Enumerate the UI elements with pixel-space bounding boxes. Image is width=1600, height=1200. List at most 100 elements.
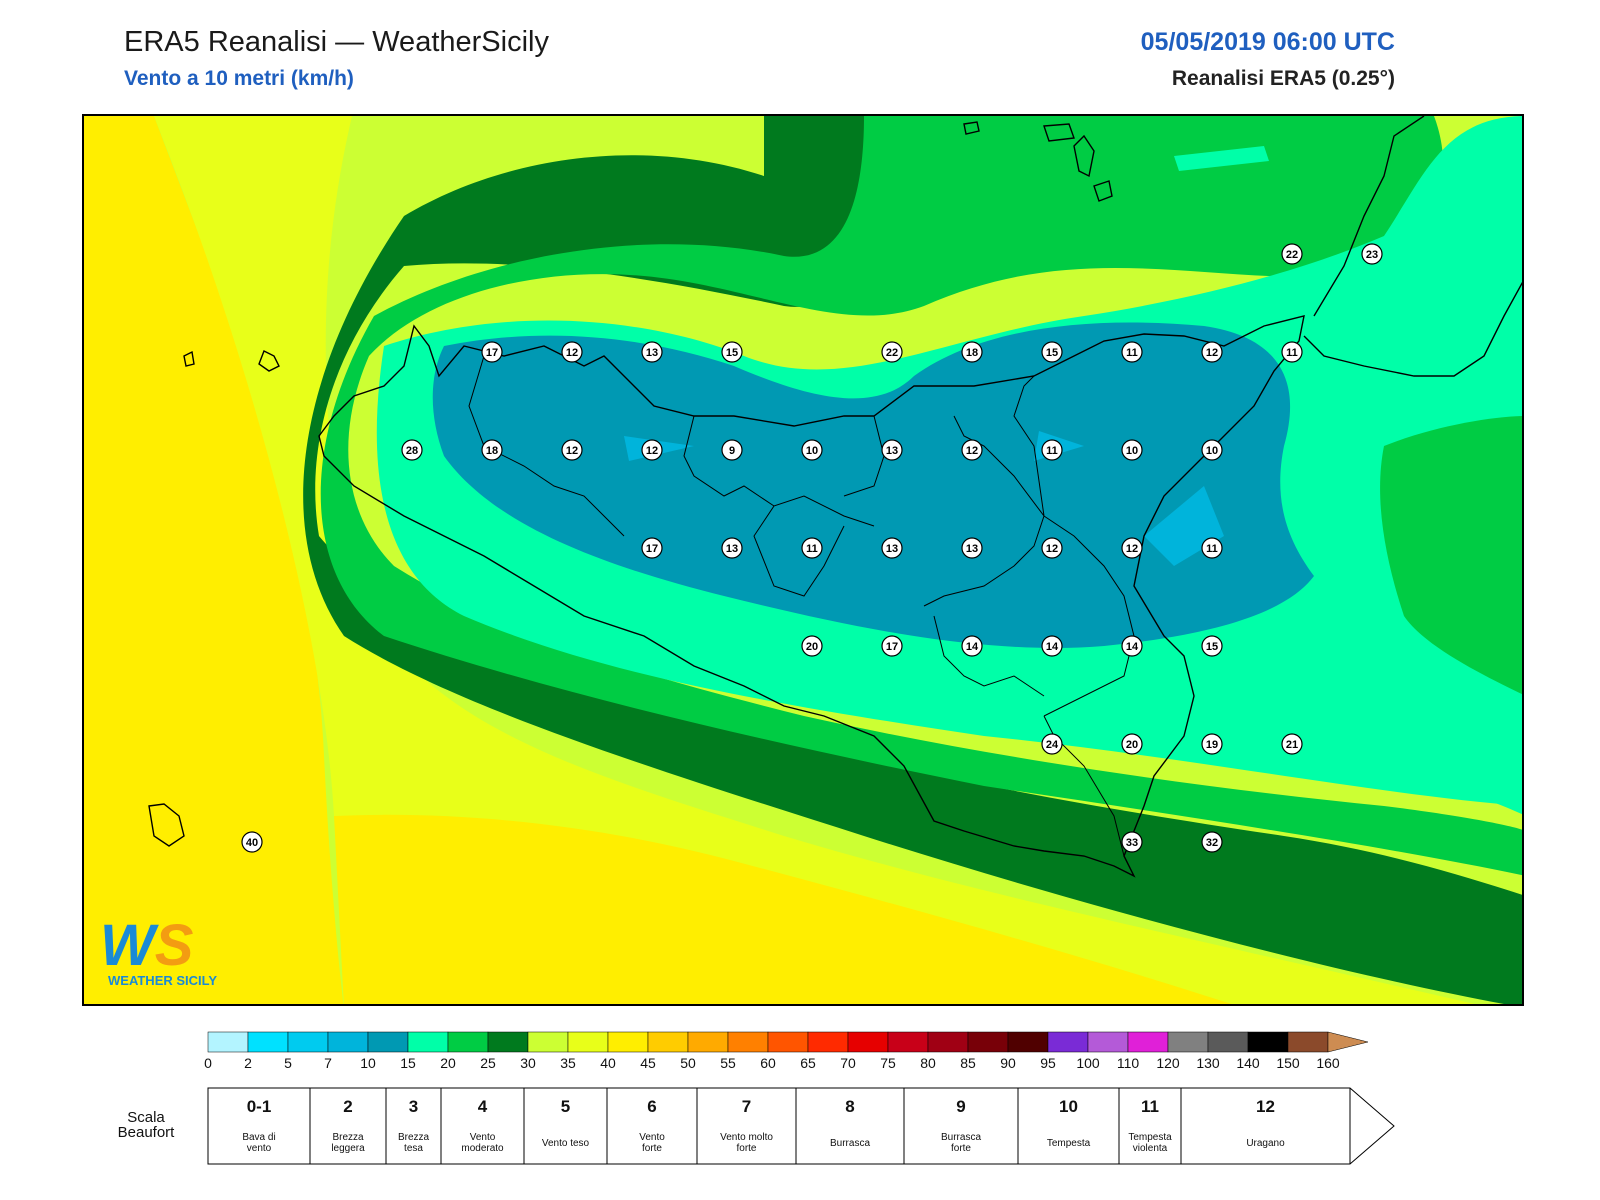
station-value: 14 [1041, 635, 1063, 657]
colorbar-tick-label: 100 [1076, 1055, 1100, 1070]
beaufort-description: Bava di [242, 1132, 275, 1143]
station-value-text: 10 [806, 445, 818, 457]
station-value-text: 12 [1206, 347, 1218, 359]
beaufort-number: 4 [478, 1097, 488, 1116]
station-marker [1121, 341, 1143, 363]
beaufort-number: 11 [1141, 1097, 1159, 1116]
colorbar-swatch [567, 1031, 609, 1053]
beaufort-number: 8 [845, 1097, 854, 1116]
station-value-text: 24 [1046, 739, 1059, 751]
beaufort-description: Brezza [398, 1132, 430, 1143]
station-marker [481, 439, 503, 461]
vulcano [1093, 180, 1113, 202]
station-marker [1121, 635, 1143, 657]
egadi-islands [258, 350, 280, 372]
station-marker [641, 341, 663, 363]
colorbar-tick-label: 160 [1316, 1055, 1340, 1070]
station-value-text: 17 [486, 347, 498, 359]
station-value-text: 13 [966, 543, 978, 555]
field-band-35-40 [154, 116, 1475, 1004]
station-value-text: 13 [886, 543, 898, 555]
station-value-text: 15 [726, 347, 738, 359]
beaufort-description: forte [642, 1143, 662, 1154]
colorbar-swatch [1287, 1031, 1329, 1053]
station-value-text: 12 [1126, 543, 1138, 555]
station-value: 20 [801, 635, 823, 657]
field-band-40-45-south [334, 812, 1241, 1004]
colorbar-tick-label: 140 [1236, 1055, 1260, 1070]
colorbar-tick-label: 15 [400, 1055, 416, 1070]
colorbar-swatch [527, 1031, 569, 1053]
colorbar-swatch [367, 1031, 409, 1053]
station-value-text: 9 [729, 445, 735, 457]
field-band-25-30 [303, 116, 1522, 1004]
colorbar-swatch [687, 1031, 729, 1053]
station-value: 13 [881, 439, 903, 461]
station-value: 12 [1121, 537, 1143, 559]
ustica [183, 350, 195, 367]
station-marker [1041, 537, 1063, 559]
station-marker [1281, 341, 1303, 363]
colorbar-swatch [1047, 1031, 1089, 1053]
beaufort-class: 8 Burrasca [795, 1087, 905, 1165]
colorbar-swatch [1127, 1031, 1169, 1053]
station-marker [961, 537, 983, 559]
beaufort-number: 10 [1059, 1097, 1078, 1116]
station-value-text: 13 [886, 445, 898, 457]
station-value: 22 [1281, 243, 1303, 265]
wind-map: 17 12 13 15 22 18 15 11 12 11 22 23 28 18 12 12 9 10 13 12 1… [84, 116, 1522, 1004]
colorbar-tick-label: 90 [1000, 1055, 1016, 1070]
beaufort-description: Vento teso [542, 1138, 590, 1149]
station-marker [881, 439, 903, 461]
colorbar-tick-label: 25 [480, 1055, 496, 1070]
station-value: 17 [881, 635, 903, 657]
beaufort-class: 12 Uragano [1180, 1087, 1395, 1165]
station-value: 28 [401, 439, 423, 461]
station-value-text: 15 [1046, 347, 1058, 359]
station-value: 24 [1041, 733, 1063, 755]
stromboli [963, 121, 980, 135]
station-marker [1201, 635, 1223, 657]
station-value-text: 13 [646, 347, 658, 359]
station-value-text: 32 [1206, 837, 1218, 849]
field-band-20-25-islet [1174, 146, 1269, 171]
station-value-text: 11 [806, 543, 818, 555]
beaufort-number: 0-1 [247, 1097, 272, 1116]
field-band-20-25 [320, 116, 1522, 876]
station-marker [1041, 635, 1063, 657]
beaufort-number: 3 [409, 1097, 418, 1116]
station-value-text: 11 [1286, 347, 1298, 359]
station-marker [1201, 341, 1223, 363]
beaufort-description: violenta [1133, 1143, 1168, 1154]
station-value: 13 [961, 537, 983, 559]
station-marker [641, 537, 663, 559]
beaufort-description: leggera [331, 1143, 365, 1154]
station-value-text: 14 [1046, 641, 1059, 653]
beaufort-description: Vento [639, 1132, 665, 1143]
station-value: 14 [1121, 635, 1143, 657]
station-marker [1041, 439, 1063, 461]
station-value-text: 19 [1206, 739, 1218, 751]
station-value: 17 [481, 341, 503, 363]
beaufort-number: 7 [742, 1097, 751, 1116]
colorbar-swatch [727, 1031, 769, 1053]
beaufort-number: 5 [561, 1097, 570, 1116]
station-marker [401, 439, 423, 461]
colorbar-swatch [247, 1031, 289, 1053]
station-value: 40 [241, 831, 263, 853]
colorbar-tick-label: 70 [840, 1055, 856, 1070]
station-labels: 17 12 13 15 22 18 15 11 12 11 22 23 28 18 12 12 9 10 13 12 1… [241, 243, 1383, 853]
pantelleria [148, 803, 185, 847]
colorbar-tick-label: 80 [920, 1055, 936, 1070]
station-value-text: 12 [966, 445, 978, 457]
beaufort-scale-label: Scala Beaufort [117, 1109, 175, 1141]
beaufort-number: 2 [343, 1097, 352, 1116]
beaufort-description: Vento molto [720, 1132, 773, 1143]
station-value: 12 [1201, 341, 1223, 363]
colorbar-swatch [607, 1031, 649, 1053]
